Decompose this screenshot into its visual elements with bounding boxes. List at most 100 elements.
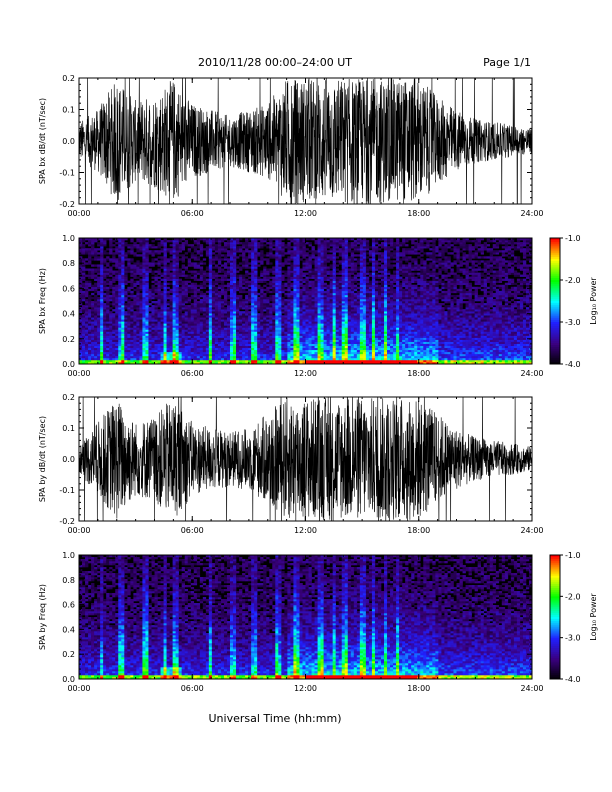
spectrogram-cell: [157, 325, 161, 328]
spectrogram-cell: [91, 347, 95, 351]
spectrogram-cell: [272, 248, 276, 251]
spectrogram-cell: [130, 355, 134, 359]
spectrogram-cell: [278, 248, 282, 251]
spectrogram-cell: [263, 268, 267, 271]
spectrogram-cell: [233, 353, 237, 357]
spectrogram-cell: [160, 353, 164, 357]
spectrogram-cell: [133, 246, 137, 249]
spectrogram-cell: [124, 355, 128, 359]
spectrogram-cell: [175, 313, 179, 316]
spectrogram-cell: [284, 311, 288, 314]
spectrogram-cell: [136, 298, 140, 302]
spectrogram-cell: [275, 315, 279, 318]
spectrogram-cell: [326, 331, 330, 334]
spectrogram-cell: [272, 329, 276, 332]
spectrogram-cell: [91, 329, 95, 332]
spectrogram-cell: [169, 276, 173, 279]
spectrogram-cell: [248, 357, 252, 361]
spectrogram-cell: [178, 272, 182, 275]
spectrogram-cell: [130, 290, 134, 294]
spectrogram-cell: [299, 292, 303, 296]
spectrogram-cell: [338, 292, 343, 296]
spectrogram-cell: [190, 309, 195, 312]
spectrogram-cell: [160, 250, 164, 253]
spectrogram-cell: [220, 337, 225, 340]
spectrogram-cell: [184, 319, 189, 322]
spectrogram-cell: [272, 280, 276, 284]
spectrogram-cell: [302, 256, 306, 259]
spectrogram-cell: [317, 305, 321, 308]
spectrogram-cell: [142, 313, 146, 316]
spectrogram-cell: [169, 337, 173, 340]
spectrogram-cell: [296, 313, 300, 316]
spectrogram-cell: [190, 347, 195, 351]
spectrogram-cell: [157, 301, 161, 304]
spectrogram-cell: [299, 270, 303, 273]
spectrogram-cell: [175, 298, 179, 302]
spectrogram-cell: [245, 290, 249, 294]
spectrogram-cell: [154, 309, 158, 312]
spectrogram-cell: [202, 339, 207, 342]
spectrogram-cell: [287, 272, 291, 275]
spectrogram-cell: [341, 327, 346, 330]
spectrogram-cell: [272, 339, 276, 342]
spectrogram-cell: [208, 288, 213, 292]
spectrogram-cell: [208, 256, 213, 259]
spectrogram-cell: [278, 353, 282, 357]
spectrogram-cell: [217, 343, 222, 347]
spectrogram-cell: [251, 280, 255, 284]
spectrogram-cell: [157, 341, 161, 344]
spectrogram-cell: [154, 288, 158, 292]
spectrogram-cell: [329, 288, 333, 292]
spectrogram-cell: [211, 240, 216, 243]
spectrogram-cell: [154, 286, 158, 290]
spectrogram-cell: [142, 258, 146, 261]
spectrogram-cell: [142, 347, 146, 351]
spectrogram-cell: [121, 266, 125, 269]
spectrogram-cell: [260, 323, 264, 326]
spectrogram-cell: [151, 329, 155, 332]
spectrogram-cell: [272, 311, 276, 314]
spectrogram-cell: [184, 325, 189, 328]
spectrogram-cell: [202, 337, 207, 340]
spectrogram-cell: [202, 333, 207, 336]
spectrogram-cell: [281, 274, 285, 277]
spectrogram-cell: [226, 305, 231, 308]
spectrogram-cell: [245, 353, 249, 357]
spectrogram-cell: [208, 307, 213, 310]
spectrogram-cell: [211, 303, 216, 306]
spectrogram-cell: [211, 351, 216, 355]
spectrogram-cell: [290, 337, 294, 340]
spectrogram-cell: [115, 351, 119, 355]
spectrogram-cell: [133, 341, 137, 344]
spectrogram-cell: [109, 359, 113, 363]
spectrogram-cell: [175, 238, 179, 241]
spectrogram-cell: [202, 319, 207, 322]
spectrogram-cell: [233, 286, 237, 290]
spectrogram-cell: [299, 284, 303, 288]
spectrogram-cell: [151, 309, 155, 312]
spectrogram-cell: [193, 266, 198, 269]
spectrogram-cell: [302, 355, 306, 359]
spectrogram-cell: [299, 341, 303, 344]
spectrogram-cell: [100, 272, 104, 275]
spectrogram-cell: [166, 294, 170, 298]
spectrogram-cell: [121, 321, 125, 324]
spectrogram-cell: [124, 268, 128, 271]
spectrogram-cell: [85, 357, 89, 361]
spectrogram-cell: [160, 361, 164, 364]
spectrogram-cell: [254, 353, 258, 357]
spectrogram-cell: [290, 319, 294, 322]
spectrogram-cell: [344, 311, 349, 314]
spectrogram-cell: [284, 309, 288, 312]
spectrogram-cell: [275, 359, 279, 363]
spectrogram-cell: [175, 319, 179, 322]
spectrogram-cell: [103, 268, 107, 271]
spectrogram-cell: [242, 276, 246, 279]
spectrogram-cell: [151, 270, 155, 273]
spectrogram-cell: [275, 278, 279, 281]
spectrogram-cell: [257, 327, 261, 330]
spectrogram-cell: [97, 315, 101, 318]
spectrogram-cell: [236, 307, 240, 310]
spectrogram-cell: [317, 319, 321, 322]
